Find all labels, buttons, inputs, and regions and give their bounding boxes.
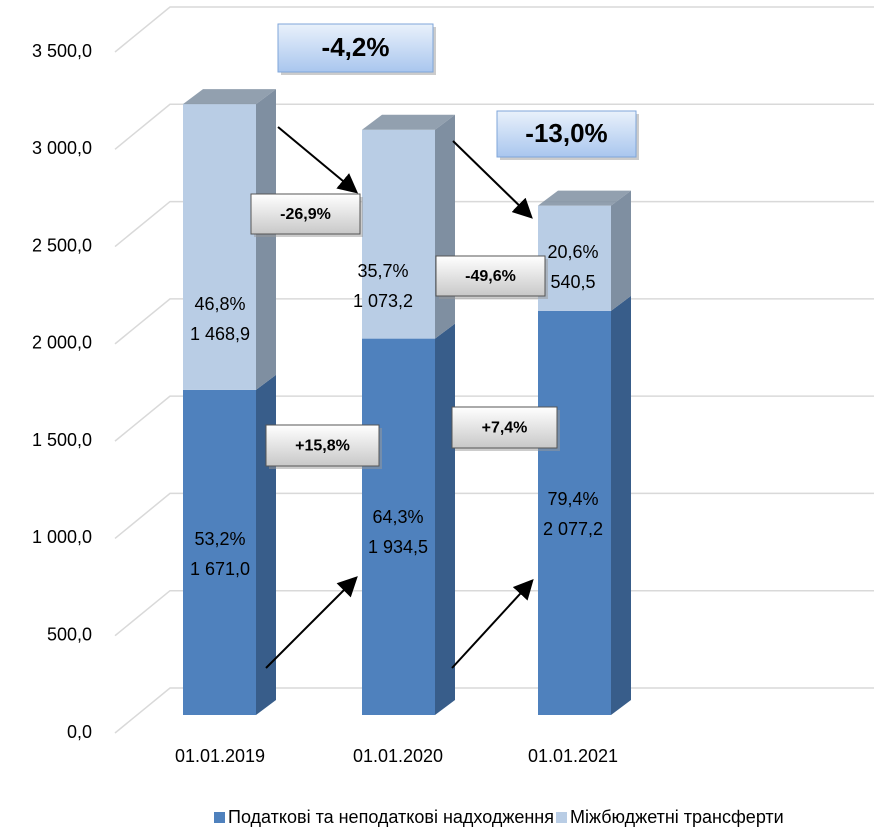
- grid-line: [114, 492, 874, 540]
- legend-swatch: [556, 812, 567, 823]
- value-label: 2 077,2: [543, 519, 603, 539]
- value-label: 540,5: [550, 272, 595, 292]
- share-label: 53,2%: [194, 529, 245, 549]
- grid-line: [114, 687, 874, 734]
- annotation: +15,8%: [295, 438, 350, 455]
- y-tick-label: 1 000,0: [32, 527, 92, 547]
- value-label: 1 073,2: [353, 291, 413, 311]
- share-label: 79,4%: [547, 489, 598, 509]
- grid-line: [114, 103, 874, 150]
- annotation-box: [435, 255, 546, 297]
- y-tick-label: 2 500,0: [32, 235, 92, 255]
- bar: [362, 129, 435, 339]
- y-tick-label: 1 500,0: [32, 430, 92, 450]
- bar-side: [435, 114, 455, 339]
- y-tick-label: 3 000,0: [32, 138, 92, 158]
- grid-line: [114, 589, 874, 637]
- bar-side: [435, 323, 455, 715]
- annotation: +7,4%: [482, 420, 528, 437]
- grid-line: [114, 6, 874, 53]
- annotation-box: [265, 424, 380, 467]
- y-tick-label: 500,0: [47, 624, 92, 644]
- bar-top: [362, 114, 455, 130]
- bar: [183, 104, 256, 390]
- bar: [183, 389, 256, 715]
- annotation-box: [451, 406, 558, 449]
- y-tick-label: 0,0: [67, 722, 92, 742]
- arrows: [265, 126, 534, 669]
- value-label: 1 671,0: [190, 559, 250, 579]
- legend-label: Податкові та неподаткові надходження: [228, 807, 554, 827]
- grid-line: [114, 395, 874, 442]
- grid-line: [114, 200, 874, 248]
- bar-top: [183, 89, 276, 105]
- value-label: 1 468,9: [190, 324, 250, 344]
- bar-side: [611, 295, 631, 715]
- bar: [538, 205, 611, 311]
- bar: [538, 310, 611, 715]
- annotation-box: [496, 110, 637, 158]
- legend-swatch: [214, 812, 225, 823]
- share-label: 20,6%: [547, 242, 598, 262]
- share-label: 35,7%: [357, 261, 408, 281]
- annotation-box: [277, 23, 434, 73]
- bar: [362, 338, 435, 715]
- x-tick-label: 01.01.2020: [353, 746, 443, 766]
- annotation: -26,9%: [280, 206, 331, 223]
- y-tick-label: 3 500,0: [32, 41, 92, 61]
- value-label: 1 934,5: [368, 537, 428, 557]
- annotation: -13,0%: [525, 118, 607, 148]
- x-tick-label: 01.01.2019: [175, 746, 265, 766]
- bar-side: [256, 89, 276, 390]
- legend-label: Міжбюджетні трансферти: [570, 807, 784, 827]
- bar-side: [611, 190, 631, 311]
- bar-top: [538, 190, 631, 206]
- share-label: 46,8%: [194, 294, 245, 314]
- annotation: -4,2%: [322, 32, 390, 62]
- annotation: -49,6%: [465, 268, 516, 285]
- y-tick-label: 2 000,0: [32, 333, 92, 353]
- x-tick-label: 01.01.2021: [528, 746, 618, 766]
- share-label: 64,3%: [372, 507, 423, 527]
- annotation-box: [250, 193, 361, 235]
- grid-line: [114, 298, 874, 345]
